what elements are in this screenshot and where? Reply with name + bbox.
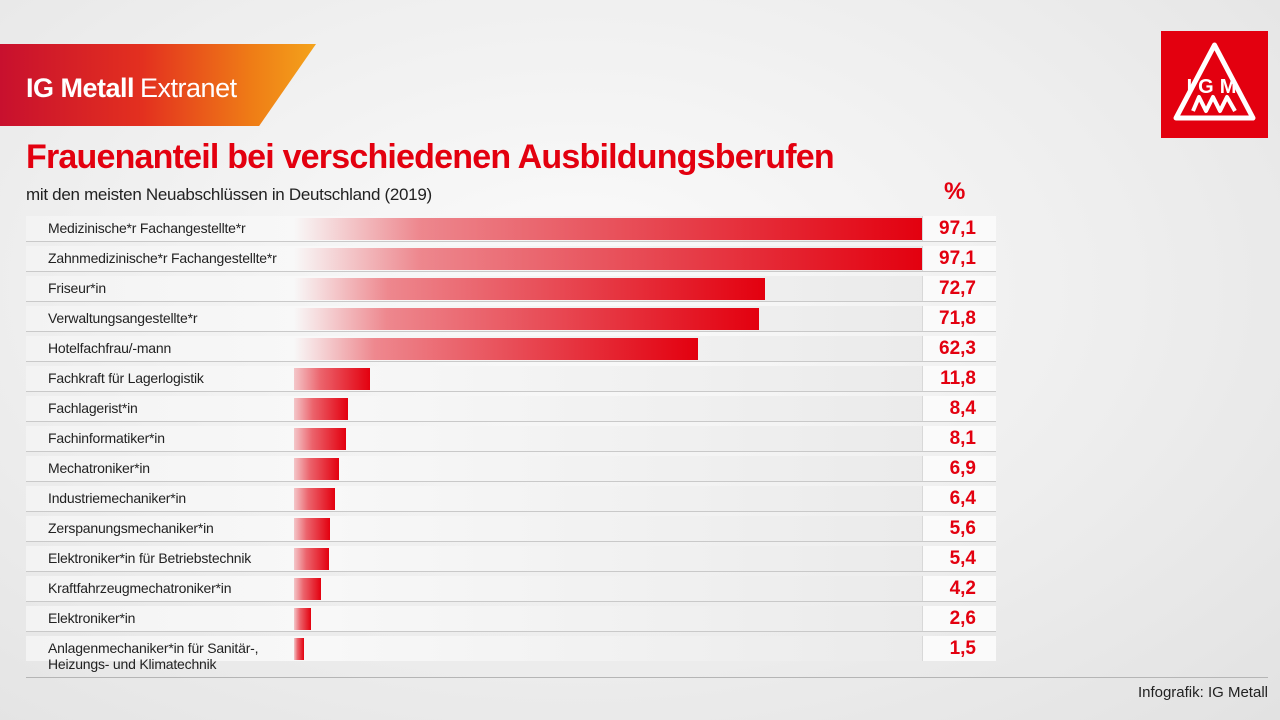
category-label: Elektroniker*in für Betriebstechnik [48,550,252,566]
value-box: 11,8 [922,366,996,391]
value-box: 1,5 [922,636,996,661]
value-box: 4,2 [922,576,996,601]
bar-row: Zerspanungsmechaniker*in 5,6 [26,516,996,542]
igm-logo-icon: IGM [1173,42,1256,121]
bar-row: Friseur*in 72,7 [26,276,996,302]
brand-light: Extranet [140,73,237,103]
data-label: 97,1 [939,218,976,239]
data-label: 8,4 [949,398,976,419]
bar [294,638,304,660]
bar [294,608,311,630]
bar-chart: Medizinische*r Fachangestellte*r 97,1 Zahn… [26,216,996,674]
brand-bold: IG Metall [26,73,135,103]
category-label: Industriemechaniker*in [48,490,187,506]
bar [294,338,698,360]
bar-row: Elektroniker*in 2,6 [26,606,996,632]
value-box: 71,8 [922,306,996,331]
brand-banner [0,44,316,126]
data-label: 4,2 [949,578,976,599]
logo-lettering: IGM [1187,76,1243,98]
category-label: Friseur*in [48,280,106,296]
bar-row: Industriemechaniker*in 6,4 [26,486,996,512]
chart-title: Frauenanteil bei verschiedenen Ausbildun… [26,138,835,176]
value-box: 6,4 [922,486,996,511]
category-label: Medizinische*r Fachangestellte*r [48,220,246,236]
bar [294,218,923,240]
data-label: 6,9 [949,458,976,479]
value-box: 8,4 [922,396,996,421]
brand-title: IG Metall Extranet [26,70,237,106]
category-label: Verwaltungsangestellte*r [48,310,198,326]
bar-row: Fachlagerist*in 8,4 [26,396,996,422]
bar-row: Elektroniker*in für Betriebstechnik 5,4 [26,546,996,572]
category-label: Zahnmedizinische*r Fachangestellte*r [48,250,277,266]
data-label: 1,5 [949,638,976,659]
value-box: 8,1 [922,426,996,451]
data-label: 62,3 [939,338,976,359]
category-label: Kraftfahrzeugmechatroniker*in [48,580,232,596]
bar-row: Mechatroniker*in 6,9 [26,456,996,482]
bar [294,518,331,540]
footer-divider [26,677,1268,678]
bar-row: Medizinische*r Fachangestellte*r 97,1 [26,216,996,242]
chart-subtitle: mit den meisten Neuabschlüssen in Deutsc… [26,185,432,204]
bar-row: Zahnmedizinische*r Fachangestellte*r 97,1 [26,246,996,272]
value-box: 5,4 [922,546,996,571]
category-label: Fachlagerist*in [48,400,138,416]
data-label: 11,8 [940,368,976,389]
bar [294,308,760,330]
data-label: 8,1 [949,428,976,449]
bar [294,278,765,300]
bar [294,578,322,600]
bar-row: Kraftfahrzeugmechatroniker*in 4,2 [26,576,996,602]
bar-row: Fachkraft für Lagerlogistik 11,8 [26,366,996,392]
bar-row: Hotelfachfrau/-mann 62,3 [26,336,996,362]
value-box: 2,6 [922,606,996,631]
value-box: 5,6 [922,516,996,541]
category-label: Zerspanungsmechaniker*in [48,520,214,536]
bar [294,428,347,450]
bar-row: Fachinformatiker*in 8,1 [26,426,996,452]
category-label: Fachinformatiker*in [48,430,165,446]
bar [294,548,329,570]
value-box: 97,1 [922,216,996,241]
bar-row: Verwaltungsangestellte*r 71,8 [26,306,996,332]
data-label: 5,6 [949,518,976,539]
data-label: 72,7 [939,278,976,299]
credit: Infografik: IG Metall [1137,684,1268,701]
bar-row: Anlagenmechaniker*in für Sanitär-, Heizu… [26,636,996,672]
data-label: 2,6 [949,608,976,629]
category-label: Mechatroniker*in [48,460,150,476]
category-label: Fachkraft für Lagerlogistik [48,370,204,386]
value-box: 97,1 [922,246,996,271]
bar [294,398,349,420]
category-label: Elektroniker*in [48,610,136,626]
igm-logo: IGM [1161,31,1268,138]
data-label: 97,1 [939,248,976,269]
data-label: 6,4 [949,488,976,509]
value-box: 72,7 [922,276,996,301]
category-label: Anlagenmechaniker*in für Sanitär-, Heizu… [48,640,259,672]
bar [294,368,371,390]
bar [294,488,336,510]
data-label: 71,8 [939,308,976,329]
category-label: Hotelfachfrau/-mann [48,340,172,356]
bar [294,248,923,270]
value-box: 62,3 [922,336,996,361]
bar [294,458,339,480]
unit-label: % [944,178,966,205]
value-box: 6,9 [922,456,996,481]
data-label: 5,4 [949,548,976,569]
